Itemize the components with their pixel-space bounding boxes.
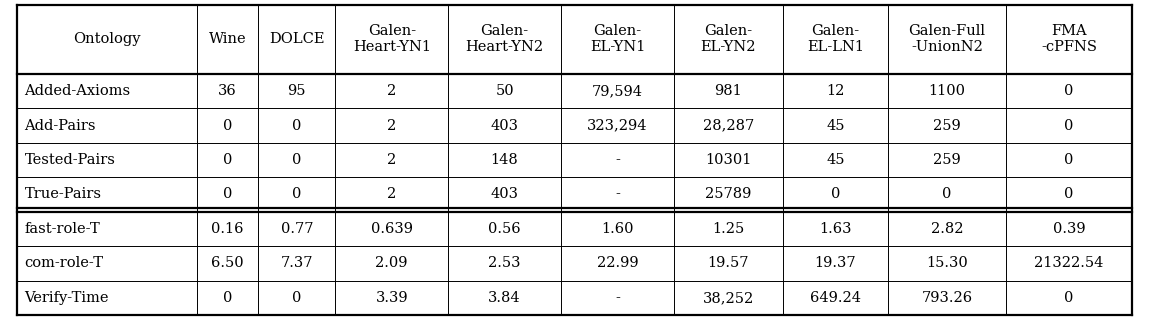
Text: 19.37: 19.37 bbox=[815, 256, 856, 270]
Text: 1100: 1100 bbox=[928, 84, 965, 98]
Text: 0: 0 bbox=[223, 291, 232, 305]
Text: True-Pairs: True-Pairs bbox=[24, 188, 101, 202]
Text: 2: 2 bbox=[387, 153, 396, 167]
Text: 1.60: 1.60 bbox=[601, 222, 634, 236]
Text: 3.84: 3.84 bbox=[488, 291, 520, 305]
Text: 259: 259 bbox=[933, 153, 961, 167]
Text: FMA
-cPFNS: FMA -cPFNS bbox=[1041, 24, 1097, 54]
Text: Added-Axioms: Added-Axioms bbox=[24, 84, 131, 98]
Text: 148: 148 bbox=[491, 153, 518, 167]
Text: 1.25: 1.25 bbox=[712, 222, 745, 236]
Text: 0: 0 bbox=[292, 153, 301, 167]
Text: 323,294: 323,294 bbox=[587, 118, 648, 132]
Text: 15.30: 15.30 bbox=[926, 256, 967, 270]
Text: fast-role-T: fast-role-T bbox=[24, 222, 100, 236]
Text: 22.99: 22.99 bbox=[596, 256, 639, 270]
Text: 0: 0 bbox=[292, 291, 301, 305]
Text: 0.39: 0.39 bbox=[1052, 222, 1086, 236]
Text: 403: 403 bbox=[491, 118, 518, 132]
Text: 0: 0 bbox=[1064, 84, 1073, 98]
Text: 0: 0 bbox=[942, 188, 951, 202]
Text: 981: 981 bbox=[715, 84, 742, 98]
Text: 38,252: 38,252 bbox=[703, 291, 754, 305]
Text: 0.56: 0.56 bbox=[488, 222, 520, 236]
Text: 36: 36 bbox=[218, 84, 237, 98]
Text: 0: 0 bbox=[223, 153, 232, 167]
Text: Galen-Full
-UnionN2: Galen-Full -UnionN2 bbox=[909, 24, 986, 54]
Text: 793.26: 793.26 bbox=[921, 291, 973, 305]
Text: 3.39: 3.39 bbox=[376, 291, 408, 305]
Text: 2.82: 2.82 bbox=[931, 222, 963, 236]
Text: 50: 50 bbox=[495, 84, 514, 98]
Text: Wine: Wine bbox=[209, 32, 246, 46]
Text: Add-Pairs: Add-Pairs bbox=[24, 118, 95, 132]
Text: DOLCE: DOLCE bbox=[269, 32, 324, 46]
Text: 10301: 10301 bbox=[705, 153, 751, 167]
Text: -: - bbox=[615, 188, 620, 202]
Text: 2: 2 bbox=[387, 84, 396, 98]
Text: com-role-T: com-role-T bbox=[24, 256, 103, 270]
Text: Galen-
EL-YN2: Galen- EL-YN2 bbox=[701, 24, 756, 54]
Text: 0: 0 bbox=[1064, 188, 1073, 202]
Text: 0: 0 bbox=[1064, 153, 1073, 167]
Text: 45: 45 bbox=[826, 118, 845, 132]
Text: 19.57: 19.57 bbox=[708, 256, 749, 270]
Text: 25789: 25789 bbox=[705, 188, 751, 202]
Text: 259: 259 bbox=[933, 118, 961, 132]
Text: 649.24: 649.24 bbox=[810, 291, 861, 305]
Text: 2: 2 bbox=[387, 118, 396, 132]
Text: 95: 95 bbox=[287, 84, 306, 98]
Text: 0: 0 bbox=[292, 188, 301, 202]
Text: -: - bbox=[615, 291, 620, 305]
Text: Galen-
EL-LN1: Galen- EL-LN1 bbox=[807, 24, 864, 54]
Text: 2.09: 2.09 bbox=[376, 256, 408, 270]
Text: 0.16: 0.16 bbox=[211, 222, 244, 236]
Text: 0: 0 bbox=[223, 118, 232, 132]
Text: Galen-
Heart-YN1: Galen- Heart-YN1 bbox=[353, 24, 431, 54]
Text: 0.77: 0.77 bbox=[280, 222, 313, 236]
Text: 403: 403 bbox=[491, 188, 518, 202]
Text: 0: 0 bbox=[1064, 118, 1073, 132]
Text: Ontology: Ontology bbox=[74, 32, 141, 46]
Text: 21322.54: 21322.54 bbox=[1034, 256, 1103, 270]
Text: -: - bbox=[615, 153, 620, 167]
Text: 12: 12 bbox=[826, 84, 845, 98]
Text: 45: 45 bbox=[826, 153, 845, 167]
Text: Verify-Time: Verify-Time bbox=[24, 291, 109, 305]
Text: 0: 0 bbox=[292, 118, 301, 132]
Text: 0: 0 bbox=[831, 188, 840, 202]
Text: 1.63: 1.63 bbox=[819, 222, 851, 236]
Text: 7.37: 7.37 bbox=[280, 256, 313, 270]
Text: 6.50: 6.50 bbox=[211, 256, 244, 270]
Text: 0: 0 bbox=[223, 188, 232, 202]
Text: Galen-
Heart-YN2: Galen- Heart-YN2 bbox=[465, 24, 543, 54]
Text: Tested-Pairs: Tested-Pairs bbox=[24, 153, 115, 167]
Text: 79,594: 79,594 bbox=[592, 84, 643, 98]
Text: 2: 2 bbox=[387, 188, 396, 202]
Text: Galen-
EL-YN1: Galen- EL-YN1 bbox=[589, 24, 645, 54]
Text: 0: 0 bbox=[1064, 291, 1073, 305]
Text: 0.639: 0.639 bbox=[371, 222, 412, 236]
Text: 28,287: 28,287 bbox=[703, 118, 754, 132]
Text: 2.53: 2.53 bbox=[488, 256, 520, 270]
